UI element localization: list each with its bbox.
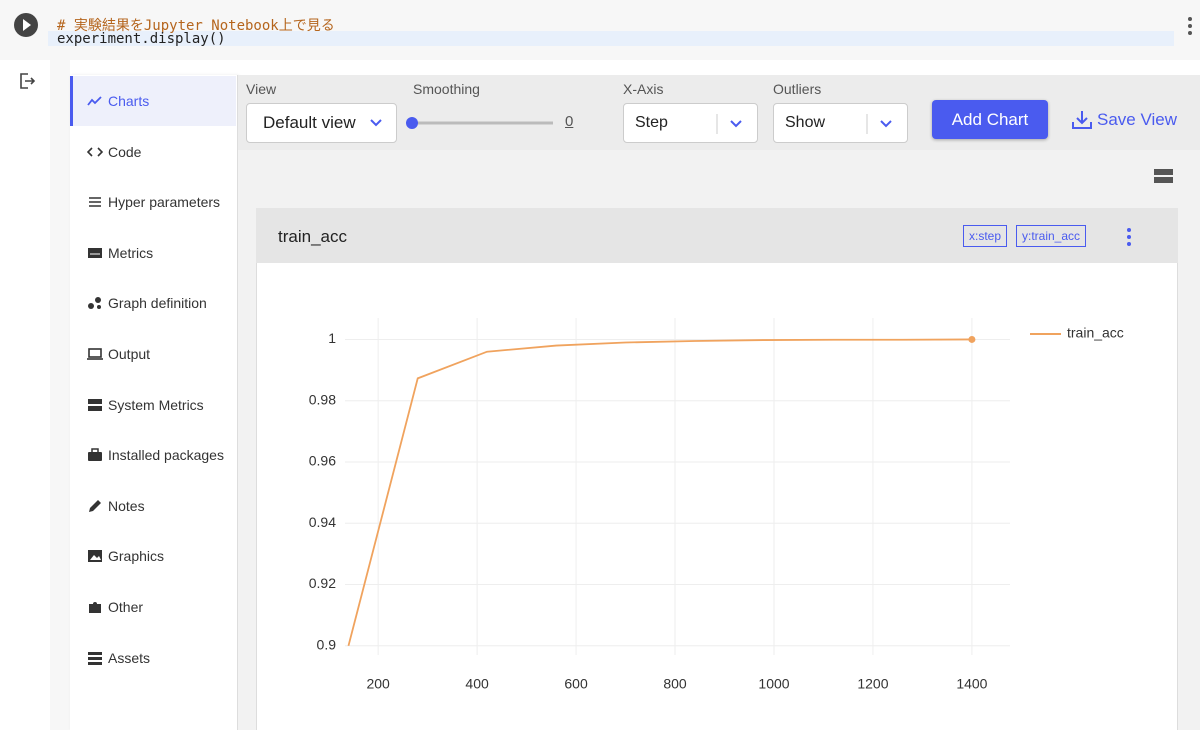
chart-card-title: train_acc: [278, 227, 347, 246]
smoothing-slider[interactable]: [403, 113, 558, 133]
code-comment: # 実験結果をJupyter Notebook上で見る: [57, 18, 335, 34]
sidebar-label: Installed packages: [108, 447, 224, 463]
code-line-highlight: [48, 31, 1174, 46]
view-label: View: [246, 81, 277, 97]
sidebar-label: Assets: [108, 650, 151, 666]
x-tick-label: 1200: [857, 676, 888, 692]
add-chart-button[interactable]: Add Chart: [932, 100, 1048, 139]
run-button[interactable]: [12, 11, 40, 39]
y-tick-label: 0.98: [309, 391, 336, 407]
sidebar-label: Hyper parameters: [108, 194, 221, 210]
end-marker: [968, 335, 976, 343]
xaxis-label: X-Axis: [623, 81, 664, 97]
smoothing-label: Smoothing: [413, 81, 480, 97]
sidebar-item[interactable]: Charts: [70, 76, 236, 126]
sidebar-item[interactable]: Hyper parameters: [70, 177, 236, 227]
data-line: [347, 338, 972, 647]
sidebar-label: Graphics: [108, 548, 165, 564]
chart: 200 400 600 800 1000 1200 1400 0.9 0.92 0.94 0.96 0…: [309, 318, 1124, 692]
code-cell: [0, 0, 1200, 60]
y-tick-label: 0.94: [309, 514, 336, 530]
sidebar-item[interactable]: Assets: [70, 633, 236, 683]
outliers-dropdown[interactable]: Show: [773, 103, 908, 143]
legend-label: train_acc: [1067, 325, 1124, 341]
xaxis-dropdown[interactable]: Step: [623, 103, 758, 143]
sidebar-label: Output: [108, 346, 151, 362]
sidebar-item[interactable]: Notes: [70, 481, 236, 531]
sidebar-item[interactable]: Graph definition: [70, 278, 236, 328]
sidebar-label: System Metrics: [108, 397, 204, 413]
sidebar-label: Graph definition: [108, 295, 207, 311]
sidebar-item[interactable]: System Metrics: [70, 380, 236, 430]
view-value: Default view: [263, 113, 356, 132]
x-tick-label: 1400: [956, 676, 987, 692]
sidebar-item[interactable]: Other: [70, 582, 236, 632]
sidebar-item[interactable]: Metrics: [70, 228, 236, 278]
chart-menu[interactable]: [1124, 226, 1134, 248]
x-tick-label: 600: [564, 676, 588, 692]
chart-card: [256, 208, 1178, 730]
code-text: experiment.display(): [57, 31, 226, 47]
chart-tag[interactable]: y:train_acc: [1016, 225, 1087, 247]
cell-menu[interactable]: [1185, 15, 1195, 37]
x-tick-label: 800: [663, 676, 687, 692]
chart-card-header: [256, 208, 1178, 263]
x-tick-label: 200: [366, 676, 390, 692]
output-icon[interactable]: [18, 72, 36, 90]
outliers-value: Show: [785, 114, 826, 131]
y-tick-label: 0.9: [317, 637, 337, 653]
sidebar-label: Metrics: [108, 245, 154, 261]
layout-toggle[interactable]: [1154, 168, 1173, 184]
sidebar-label: Notes: [108, 498, 145, 514]
sidebar-item[interactable]: Output: [70, 329, 236, 379]
sidebar-label: Code: [108, 144, 142, 160]
save-view-label: Save View: [1097, 110, 1178, 129]
x-tick-label: 1000: [758, 676, 789, 692]
sidebar-item[interactable]: Installed packages: [70, 430, 236, 480]
add-chart-label: Add Chart: [951, 109, 1029, 129]
outliers-label: Outliers: [773, 81, 822, 97]
y-tick-label: 1: [328, 330, 336, 346]
sidebar-label: Other: [108, 599, 144, 615]
save-view-button[interactable]: Save View: [1071, 109, 1177, 131]
y-tick-label: 0.92: [309, 575, 336, 591]
xaxis-value: Step: [635, 114, 668, 131]
smoothing-value: 0: [565, 113, 574, 130]
x-tick-label: 400: [465, 676, 489, 692]
y-tick-label: 0.96: [309, 453, 336, 469]
sidebar-item[interactable]: Graphics: [70, 531, 236, 581]
view-dropdown[interactable]: Default view: [246, 103, 397, 143]
gutter: [50, 60, 70, 730]
sidebar-item[interactable]: Code: [70, 127, 236, 177]
chart-tag[interactable]: x:step: [963, 225, 1008, 247]
sidebar-label: Charts: [108, 93, 150, 109]
